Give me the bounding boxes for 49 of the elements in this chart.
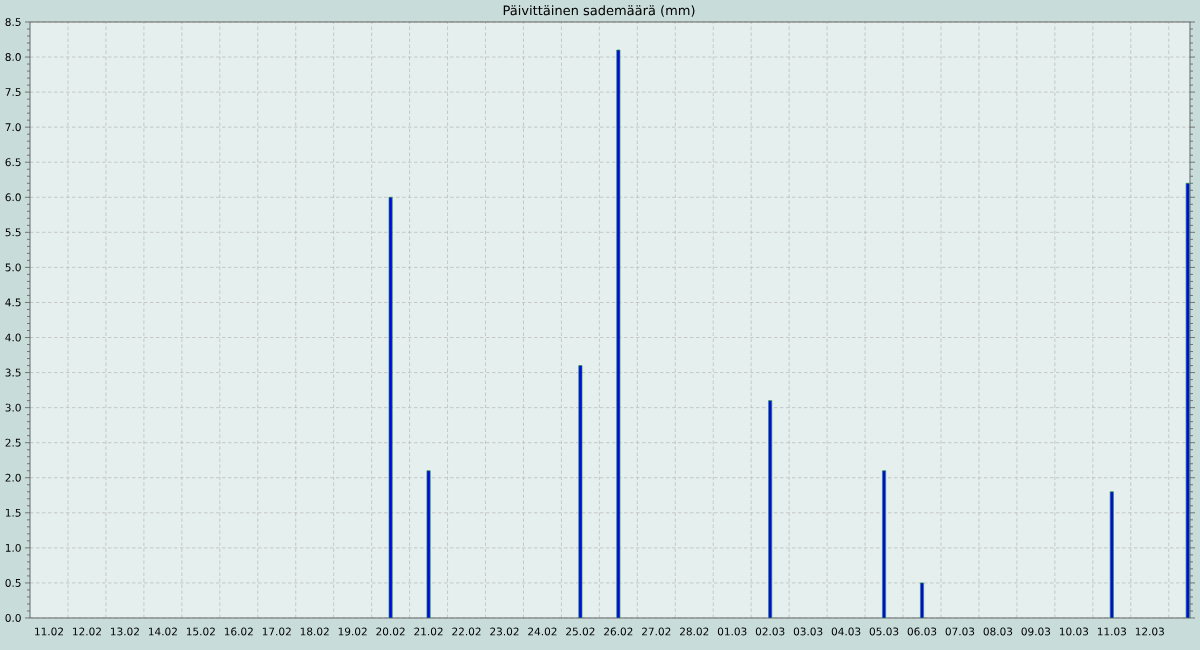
x-tick-label: 26.02 xyxy=(604,627,633,636)
y-tick-label: 7.0 xyxy=(5,123,21,132)
x-tick-label: 28.02 xyxy=(680,627,709,636)
x-tick-label: 25.02 xyxy=(566,627,595,636)
x-tick-label: 01.03 xyxy=(717,627,747,636)
y-tick-label: 1.0 xyxy=(5,543,21,552)
x-tick-label: 09.03 xyxy=(1021,627,1051,636)
y-tick-label: 4.0 xyxy=(5,333,21,342)
x-tick-label: 11.03 xyxy=(1097,627,1126,636)
x-tick-label: 19.02 xyxy=(338,627,367,636)
x-tick-label: 17.02 xyxy=(262,627,291,636)
x-tick-label: 13.02 xyxy=(111,627,139,636)
x-tick-label: 06.03 xyxy=(907,627,937,636)
x-tick-label: 12.03 xyxy=(1135,627,1164,636)
x-tick-label: 18.02 xyxy=(300,627,329,636)
y-tick-label: 3.5 xyxy=(5,368,21,377)
x-tick-label: 10.03 xyxy=(1059,627,1089,636)
y-tick-label: 2.5 xyxy=(5,438,21,447)
x-tick-label: 14.02 xyxy=(148,627,177,636)
x-tick-label: 15.02 xyxy=(186,627,215,636)
y-tick-label: 6.0 xyxy=(5,193,21,202)
y-tick-label: 0.5 xyxy=(5,578,21,587)
y-tick-label: 8.0 xyxy=(5,53,21,62)
y-tick-label: 4.5 xyxy=(5,298,21,307)
chart-title: Päivittäinen sademäärä (mm) xyxy=(503,5,695,17)
y-tick-label: 6.5 xyxy=(5,158,21,167)
x-tick-label: 03.03 xyxy=(793,627,823,636)
x-tick-label: 24.02 xyxy=(528,627,557,636)
y-tick-label: 5.5 xyxy=(5,228,21,237)
x-tick-label: 04.03 xyxy=(831,627,861,636)
x-tick-label: 07.03 xyxy=(945,627,975,636)
x-tick-label: 12.02 xyxy=(73,627,101,636)
y-tick-label: 3.0 xyxy=(5,403,21,412)
x-tick-label: 16.02 xyxy=(224,627,253,636)
x-tick-label: 11.02 xyxy=(35,627,63,636)
y-tick-label: 0.0 xyxy=(5,614,21,622)
x-tick-label: 08.03 xyxy=(983,627,1013,636)
x-tick-label: 20.02 xyxy=(376,627,405,636)
y-tick-label: 1.5 xyxy=(5,508,21,517)
x-tick-label: 21.02 xyxy=(414,627,443,636)
y-tick-label: 8.5 xyxy=(5,18,21,26)
y-tick-label: 7.5 xyxy=(5,88,21,97)
x-tick-label: 02.03 xyxy=(755,627,785,636)
x-tick-label: 27.02 xyxy=(642,627,671,636)
y-tick-label: 5.0 xyxy=(5,263,21,272)
y-tick-label: 2.0 xyxy=(5,473,21,482)
x-tick-label: 05.03 xyxy=(869,627,899,636)
x-tick-label: 22.02 xyxy=(452,627,481,636)
x-tick-label: 23.02 xyxy=(490,627,519,636)
